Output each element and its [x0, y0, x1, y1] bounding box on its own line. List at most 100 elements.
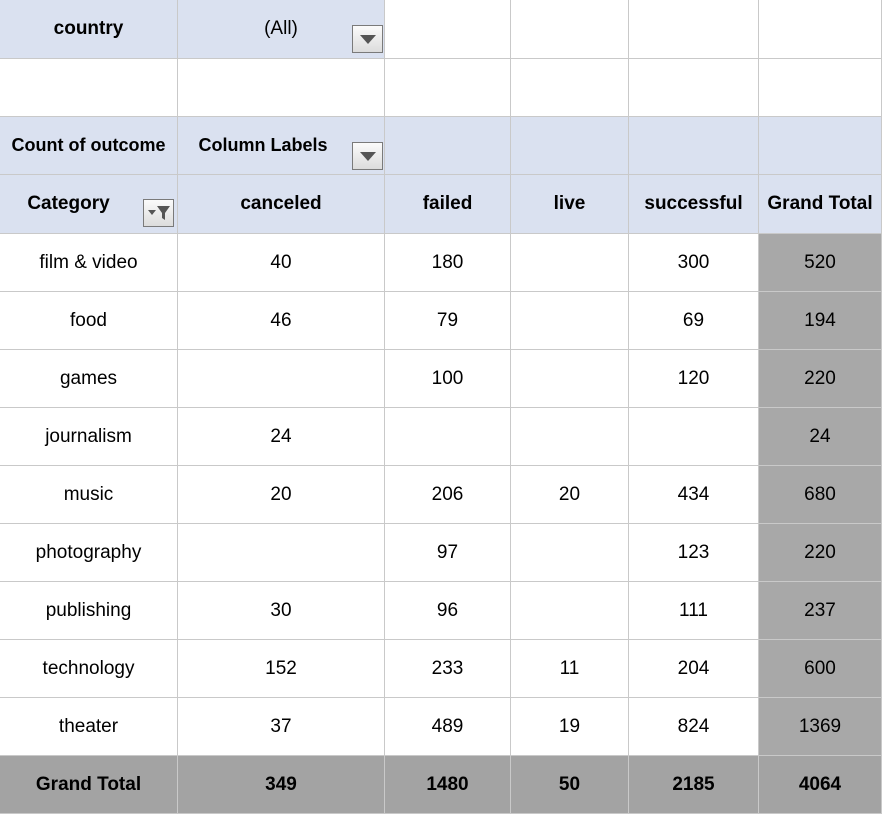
- value-cell[interactable]: 96: [385, 582, 511, 640]
- filter-dropdown-button[interactable]: [352, 25, 383, 53]
- grand-total-value-cell[interactable]: 4064: [759, 756, 882, 814]
- grand-total-value-cell[interactable]: 50: [511, 756, 629, 814]
- row-label-cell[interactable]: technology: [0, 640, 178, 698]
- empty-cell[interactable]: [385, 59, 511, 117]
- value-cell-text: 206: [431, 483, 464, 505]
- value-cell[interactable]: 40: [178, 234, 385, 292]
- row-grand-total-cell-text: 220: [804, 541, 836, 563]
- column-labels-dropdown-button[interactable]: [352, 142, 383, 170]
- row-grand-total-cell-text: 24: [809, 425, 831, 447]
- empty-cell[interactable]: [178, 59, 385, 117]
- corner-label-cell[interactable]: Count of outcome: [0, 117, 178, 175]
- value-cell[interactable]: 206: [385, 466, 511, 524]
- row-filter-button[interactable]: [143, 199, 174, 227]
- value-cell[interactable]: 46: [178, 292, 385, 350]
- row-label-cell[interactable]: journalism: [0, 408, 178, 466]
- row-label-cell[interactable]: film & video: [0, 234, 178, 292]
- value-cell[interactable]: [178, 524, 385, 582]
- column-header-successful-text: successful: [644, 193, 743, 214]
- value-cell[interactable]: 79: [385, 292, 511, 350]
- empty-cell[interactable]: [511, 0, 629, 59]
- value-cell[interactable]: 180: [385, 234, 511, 292]
- row-label-cell[interactable]: photography: [0, 524, 178, 582]
- row-label-cell[interactable]: food: [0, 292, 178, 350]
- filter-label-cell[interactable]: country: [0, 0, 178, 59]
- value-cell[interactable]: 204: [629, 640, 759, 698]
- row-grand-total-cell[interactable]: 24: [759, 408, 882, 466]
- row-grand-total-cell[interactable]: 220: [759, 350, 882, 408]
- header-empty-cell[interactable]: [385, 117, 511, 175]
- row-label-cell-text: photography: [35, 541, 142, 563]
- column-header-grand-total[interactable]: Grand Total: [759, 175, 882, 234]
- value-cell[interactable]: [511, 408, 629, 466]
- value-cell[interactable]: 824: [629, 698, 759, 756]
- header-empty-cell[interactable]: [629, 117, 759, 175]
- value-cell-text: 46: [270, 309, 292, 331]
- value-cell[interactable]: 20: [511, 466, 629, 524]
- column-header-live[interactable]: live: [511, 175, 629, 234]
- value-cell[interactable]: [178, 350, 385, 408]
- row-label-cell[interactable]: publishing: [0, 582, 178, 640]
- value-cell[interactable]: 37: [178, 698, 385, 756]
- value-cell[interactable]: [511, 524, 629, 582]
- value-cell[interactable]: 120: [629, 350, 759, 408]
- row-label-cell[interactable]: music: [0, 466, 178, 524]
- value-cell[interactable]: 152: [178, 640, 385, 698]
- row-label-cell[interactable]: theater: [0, 698, 178, 756]
- grand-total-value-cell[interactable]: 349: [178, 756, 385, 814]
- empty-cell[interactable]: [385, 0, 511, 59]
- row-grand-total-cell[interactable]: 1369: [759, 698, 882, 756]
- header-empty-cell[interactable]: [511, 117, 629, 175]
- grand-total-value-cell[interactable]: 2185: [629, 756, 759, 814]
- empty-cell[interactable]: [759, 0, 882, 59]
- empty-cell[interactable]: [759, 59, 882, 117]
- empty-cell[interactable]: [511, 59, 629, 117]
- value-cell[interactable]: 123: [629, 524, 759, 582]
- empty-cell[interactable]: [629, 59, 759, 117]
- value-cell[interactable]: [629, 408, 759, 466]
- row-label-cell-text: games: [59, 367, 118, 389]
- grand-total-value-cell-text: 1480: [426, 773, 469, 795]
- filter-value-cell-text: (All): [264, 18, 298, 39]
- row-label-cell[interactable]: games: [0, 350, 178, 408]
- value-cell[interactable]: [511, 582, 629, 640]
- value-cell[interactable]: 300: [629, 234, 759, 292]
- column-header-canceled[interactable]: canceled: [178, 175, 385, 234]
- row-grand-total-cell[interactable]: 194: [759, 292, 882, 350]
- column-header-successful[interactable]: successful: [629, 175, 759, 234]
- value-cell[interactable]: 69: [629, 292, 759, 350]
- value-cell-text: 96: [436, 599, 459, 621]
- empty-cell[interactable]: [0, 59, 178, 117]
- grand-total-value-cell[interactable]: 1480: [385, 756, 511, 814]
- value-cell[interactable]: 11: [511, 640, 629, 698]
- row-grand-total-cell[interactable]: 680: [759, 466, 882, 524]
- grand-total-label-cell[interactable]: Grand Total: [0, 756, 178, 814]
- value-cell[interactable]: 19: [511, 698, 629, 756]
- column-header-failed[interactable]: failed: [385, 175, 511, 234]
- value-cell[interactable]: 24: [178, 408, 385, 466]
- value-cell-text: 489: [431, 715, 464, 737]
- value-cell[interactable]: 30: [178, 582, 385, 640]
- row-grand-total-cell[interactable]: 237: [759, 582, 882, 640]
- row-grand-total-cell[interactable]: 600: [759, 640, 882, 698]
- value-cell[interactable]: 111: [629, 582, 759, 640]
- filter-value-cell[interactable]: (All): [178, 0, 385, 59]
- header-empty-cell[interactable]: [759, 117, 882, 175]
- value-cell[interactable]: [511, 234, 629, 292]
- value-cell[interactable]: 100: [385, 350, 511, 408]
- value-cell[interactable]: 489: [385, 698, 511, 756]
- empty-cell[interactable]: [629, 0, 759, 59]
- row-grand-total-cell[interactable]: 220: [759, 524, 882, 582]
- value-cell[interactable]: [511, 350, 629, 408]
- value-cell[interactable]: 20: [178, 466, 385, 524]
- value-cell-text: 30: [270, 599, 292, 621]
- value-cell[interactable]: 97: [385, 524, 511, 582]
- column-labels-cell[interactable]: Column Labels: [178, 117, 385, 175]
- value-cell[interactable]: 434: [629, 466, 759, 524]
- row-grand-total-cell[interactable]: 520: [759, 234, 882, 292]
- value-cell[interactable]: [511, 292, 629, 350]
- value-cell[interactable]: 233: [385, 640, 511, 698]
- chevron-down-icon: [359, 151, 376, 161]
- value-cell[interactable]: [385, 408, 511, 466]
